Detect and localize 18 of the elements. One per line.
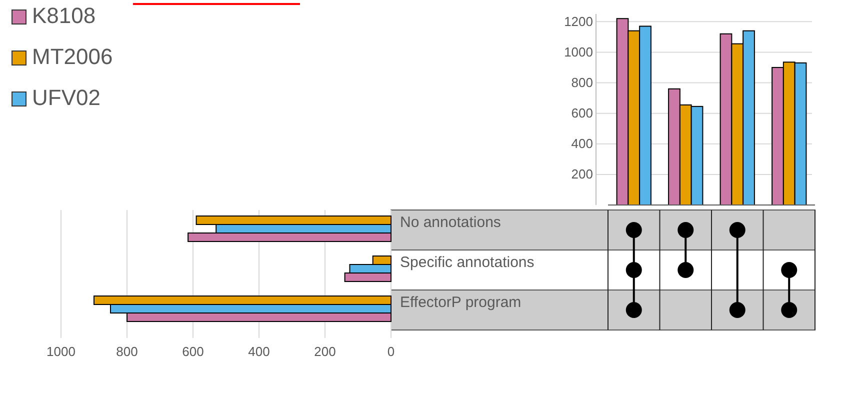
- legend-label: MT2006: [32, 44, 113, 69]
- x-tick-label: 0: [387, 344, 395, 359]
- x-tick-label: 800: [116, 344, 138, 359]
- y-tick-label: 800: [571, 74, 593, 90]
- y-tick-label: 1200: [564, 14, 593, 29]
- legend-label: UFV02: [32, 85, 100, 110]
- x-tick-label: 1000: [46, 344, 76, 359]
- x-tick-label: 200: [314, 344, 336, 359]
- y-tick-label: No annotations: [400, 214, 501, 231]
- y-tick-label: EffectorP program: [400, 294, 522, 311]
- x-tick-label: 400: [248, 344, 270, 359]
- y-tick-label: 400: [571, 136, 593, 152]
- y-tick-label: 600: [571, 105, 593, 120]
- y-tick-label: Specific annotations: [400, 254, 534, 271]
- legend-label: K8108: [32, 3, 96, 28]
- x-tick-label: 600: [182, 344, 204, 359]
- y-tick-label: 200: [571, 166, 593, 182]
- y-tick-label: 1000: [564, 44, 593, 60]
